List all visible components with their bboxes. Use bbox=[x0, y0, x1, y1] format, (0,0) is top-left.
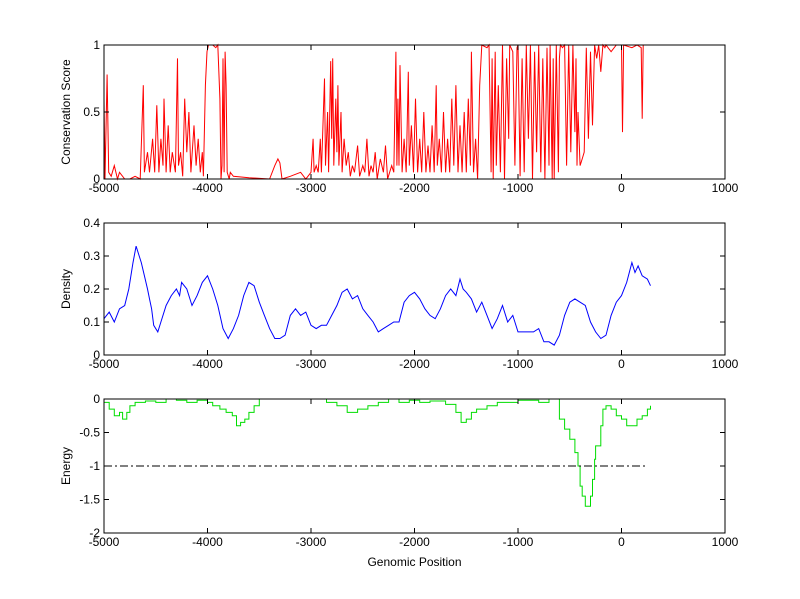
energy-x-tick-label: -2000 bbox=[399, 535, 430, 549]
energy-x-tick-label: -4000 bbox=[192, 535, 223, 549]
energy-y-axis-label: Energy bbox=[59, 447, 73, 485]
energy-y-tick-label: -2 bbox=[89, 526, 100, 540]
energy-y-tick-label: 0 bbox=[93, 392, 100, 406]
conservation-y-tick-label: 0.5 bbox=[83, 105, 100, 119]
density-y-axis-label: Density bbox=[59, 269, 73, 309]
energy-series-0-line bbox=[104, 398, 651, 507]
energy-y-tick-label: -1 bbox=[89, 459, 100, 473]
energy-x-tick-label: 0 bbox=[618, 535, 625, 549]
conservation-x-tick-label: -4000 bbox=[192, 181, 223, 195]
conservation-x-tick-label: -3000 bbox=[296, 181, 327, 195]
conservation-x-tick-label: -5000 bbox=[89, 181, 120, 195]
density-x-tick-label: -5000 bbox=[89, 357, 120, 371]
density-x-tick-label: 1000 bbox=[712, 357, 739, 371]
density-series-0-line bbox=[103, 245, 651, 346]
energy-x-tick-label: -1000 bbox=[503, 535, 534, 549]
conservation-y-tick-label: 0 bbox=[93, 172, 100, 186]
conservation-x-tick-label: -1000 bbox=[503, 181, 534, 195]
density-y-tick-label: 0.1 bbox=[83, 315, 100, 329]
density-axes-box bbox=[103, 222, 726, 356]
density-y-tick-label: 0.3 bbox=[83, 249, 100, 263]
conservation-series-0-line bbox=[103, 43, 651, 181]
density-x-tick-label: -1000 bbox=[503, 357, 534, 371]
density-x-tick-label: -2000 bbox=[399, 357, 430, 371]
conservation-x-tick-label: 0 bbox=[618, 181, 625, 195]
conservation-x-tick-label: 1000 bbox=[712, 181, 739, 195]
energy-x-axis-label: Genomic Position bbox=[367, 555, 461, 569]
density-y-tick-label: 0 bbox=[93, 348, 100, 362]
density-x-tick-label: -3000 bbox=[296, 357, 327, 371]
density-x-tick-label: 0 bbox=[618, 357, 625, 371]
energy-y-tick-label: -1.5 bbox=[79, 493, 100, 507]
conservation-axes-box bbox=[103, 44, 726, 180]
energy-x-tick-label: -5000 bbox=[89, 535, 120, 549]
density-y-tick-label: 0.4 bbox=[83, 216, 100, 230]
energy-y-tick-label: -0.5 bbox=[79, 426, 100, 440]
conservation-y-tick-label: 1 bbox=[93, 38, 100, 52]
energy-x-tick-label: -3000 bbox=[296, 535, 327, 549]
energy-x-tick-label: 1000 bbox=[712, 535, 739, 549]
conservation-x-tick-label: -2000 bbox=[399, 181, 430, 195]
density-y-tick-label: 0.2 bbox=[83, 282, 100, 296]
conservation-y-axis-label: Conservation Score bbox=[59, 59, 73, 165]
density-x-tick-label: -4000 bbox=[192, 357, 223, 371]
